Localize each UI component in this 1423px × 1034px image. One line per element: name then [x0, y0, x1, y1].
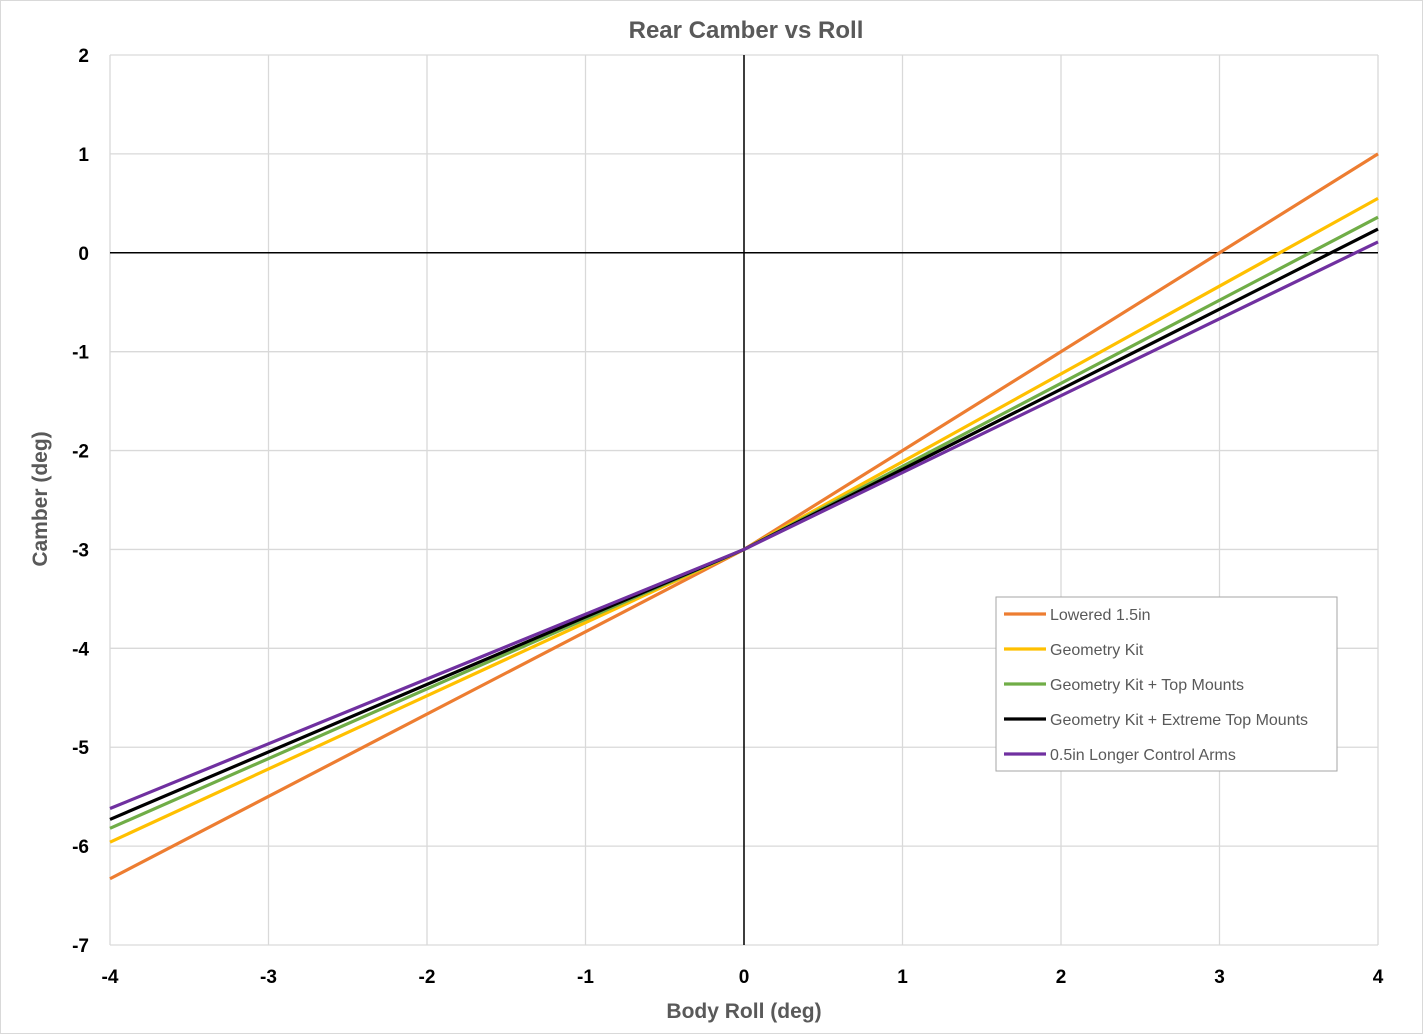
- y-axis-title: Camber (deg): [29, 431, 52, 566]
- y-tick-label: -5: [72, 738, 89, 759]
- y-tick-label: -3: [72, 540, 89, 561]
- series-line-5: [109, 240, 1379, 811]
- y-tick-label: -2: [72, 442, 89, 463]
- legend-items: Lowered 1.5in Geometry Kit Geometry Kit + …: [1004, 607, 1308, 764]
- x-tick-label: -2: [419, 967, 436, 988]
- y-tick-label: 0: [78, 244, 89, 265]
- x-tick-label: 4: [1373, 967, 1384, 988]
- legend-label-4: Geometry Kit + Extreme Top Mounts: [1050, 712, 1308, 729]
- legend-box: [995, 596, 1338, 772]
- x-tick-label: 3: [1214, 967, 1225, 988]
- legend-label-3: Geometry Kit + Top Mounts: [1050, 677, 1244, 694]
- x-tick-label: 1: [897, 967, 908, 988]
- legend-label-1: Lowered 1.5in: [1050, 607, 1151, 624]
- y-axis-ticks: 2 1 0 -1 -2 -3 -4 -5 -6 -7: [72, 46, 89, 957]
- x-axis-ticks: -4 -3 -2 -1 0 1 2 3 4: [102, 967, 1384, 988]
- chart-title: Rear Camber vs Roll: [629, 17, 864, 44]
- legend-label-2: Geometry Kit: [1050, 642, 1144, 659]
- x-tick-label: 0: [739, 967, 750, 988]
- y-tick-label: 1: [78, 145, 89, 166]
- y-tick-label: -4: [72, 639, 89, 660]
- legend-label-5: 0.5in Longer Control Arms: [1050, 747, 1236, 764]
- y-tick-label: -7: [72, 936, 89, 957]
- y-tick-label: 2: [78, 46, 89, 67]
- y-tick-label: -6: [72, 837, 89, 858]
- x-axis-title: Body Roll (deg): [666, 1000, 821, 1023]
- x-tick-label: -3: [260, 967, 277, 988]
- axes: [110, 55, 1378, 945]
- y-tick-label: -1: [72, 343, 89, 364]
- x-tick-label: 2: [1056, 967, 1067, 988]
- legend: Lowered 1.5in Geometry Kit Geometry Kit + …: [995, 596, 1338, 772]
- series-lines: [109, 152, 1379, 881]
- x-tick-label: -4: [102, 967, 119, 988]
- x-tick-label: -1: [577, 967, 594, 988]
